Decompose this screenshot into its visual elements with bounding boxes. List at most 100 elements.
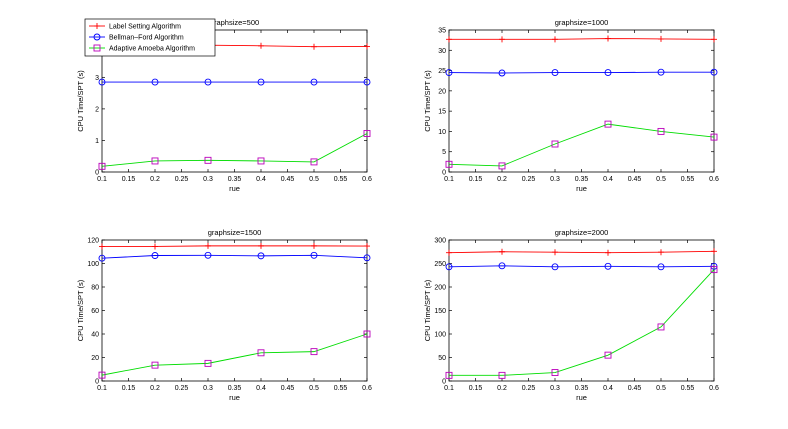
data-point [363, 78, 371, 86]
y-tick-label: 120 [87, 238, 99, 245]
data-point [658, 249, 664, 256]
series-line [448, 250, 715, 254]
data-point [498, 162, 506, 170]
data-point [204, 359, 212, 367]
x-tick-label: 0.2 [150, 176, 160, 183]
x-tick-label: 0.4 [603, 176, 613, 183]
y-tick-label: 2 [95, 106, 99, 113]
data-point [445, 371, 453, 379]
y-tick-label: 15 [438, 109, 446, 116]
plot-area [448, 29, 715, 173]
data-point [446, 36, 452, 43]
series-line [449, 269, 715, 376]
x-tick-label: 0.3 [203, 385, 213, 392]
x-tick-label: 0.4 [256, 385, 266, 392]
data-point [445, 263, 453, 271]
data-point [99, 243, 105, 250]
series-3 [98, 330, 371, 379]
x-tick-label: 0.5 [656, 176, 666, 183]
series-3 [98, 130, 371, 170]
data-point [498, 371, 506, 379]
data-point [257, 157, 265, 165]
x-tick-label: 0.3 [550, 385, 560, 392]
data-point [205, 242, 211, 249]
y-tick-label: 0 [95, 170, 99, 177]
x-tick-label: 0.3 [550, 176, 560, 183]
y-tick-label: 40 [91, 332, 99, 339]
y-tick-label: 80 [91, 285, 99, 292]
data-point [311, 43, 317, 50]
data-point [499, 248, 505, 255]
subplot-1: 0.1 0.15 0.2 0.25 0.3 0.35 0.4 0.45 0.5 0.55 0.6 0 1… [76, 18, 372, 193]
y-tick-label: 150 [434, 308, 446, 315]
y-tick-label: 60 [91, 308, 99, 315]
x-tick-label: 0.4 [603, 385, 613, 392]
x-tick-label: 0.5 [309, 385, 319, 392]
x-tick-label: 0.5 [656, 385, 666, 392]
data-point [310, 78, 318, 86]
y-tick-label: 300 [434, 238, 446, 245]
data-point [710, 266, 718, 274]
legend-label: Adaptive Amoeba Algorithm [109, 46, 195, 53]
y-tick-label: 5 [442, 149, 446, 156]
data-point [498, 69, 506, 77]
data-point [310, 348, 318, 356]
x-tick-label: 0.1 [97, 385, 107, 392]
y-tick-label: 25 [438, 68, 446, 75]
series-3 [445, 266, 718, 379]
data-point [151, 78, 159, 86]
subplot-2: 0.1 0.15 0.2 0.25 0.3 0.35 0.4 0.45 0.5 0.55 0.6 0 5… [423, 18, 719, 193]
x-tick-label: 0.2 [150, 385, 160, 392]
x-tick-label: 0.6 [362, 385, 372, 392]
data-point [257, 78, 265, 86]
series-line [101, 254, 368, 259]
subplot-4: 0.1 0.15 0.2 0.25 0.3 0.35 0.4 0.45 0.5 0.55 0.6 0 5… [423, 228, 719, 402]
data-point [605, 35, 611, 42]
x-tick-label: 0.45 [628, 176, 642, 183]
data-point [151, 361, 159, 369]
series-2 [98, 78, 371, 86]
y-tick-label: 50 [438, 355, 446, 362]
legend-swatch-marker [93, 33, 101, 41]
data-point [258, 242, 264, 249]
data-point [710, 133, 718, 141]
series-line [448, 123, 715, 167]
data-point [257, 349, 265, 357]
x-tick-label: 0.15 [469, 385, 483, 392]
data-point [152, 243, 158, 250]
data-point [151, 157, 159, 165]
data-point [446, 249, 452, 256]
data-point [657, 127, 665, 135]
data-point [445, 160, 453, 168]
x-tick-label: 0.55 [681, 176, 695, 183]
series-line [449, 38, 715, 40]
legend-label: Bellman–Ford Algorithm [109, 35, 184, 42]
data-point [98, 371, 106, 379]
x-tick-label: 0.35 [575, 176, 589, 183]
x-tick-label: 0.2 [497, 176, 507, 183]
data-point [658, 35, 664, 42]
x-tick-label: 0.45 [281, 385, 295, 392]
data-point [657, 263, 665, 271]
x-axis-label: rue [229, 184, 240, 193]
x-tick-label: 0.4 [256, 176, 266, 183]
x-axis-label: rue [576, 393, 587, 402]
y-tick-label: 10 [438, 129, 446, 136]
x-axis-label: rue [576, 184, 587, 193]
data-point [657, 68, 665, 76]
data-point [363, 130, 371, 137]
legend-swatch-marker [94, 23, 100, 29]
y-axis-label: CPU Time/SPT (s) [76, 70, 85, 132]
y-tick-label: 3 [95, 75, 99, 82]
x-tick-label: 0.2 [497, 385, 507, 392]
chart-title: graphsize=500 [210, 18, 259, 27]
x-tick-label: 0.6 [709, 176, 719, 183]
y-tick-label: 100 [434, 332, 446, 339]
series-1 [446, 248, 717, 256]
y-tick-label: 30 [438, 48, 446, 55]
chart-title: graphsize=2000 [555, 228, 609, 237]
data-point [311, 242, 317, 249]
plot-area [448, 239, 715, 382]
series-3 [445, 120, 718, 170]
